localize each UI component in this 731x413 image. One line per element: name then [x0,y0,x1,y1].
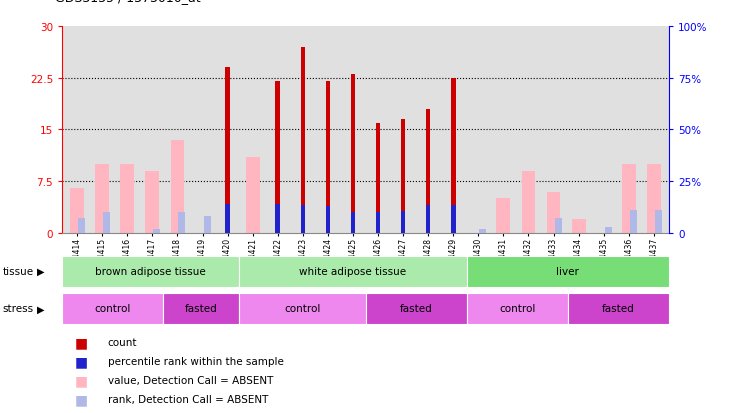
Bar [163,293,239,324]
Bar [121,164,135,233]
Bar [376,123,380,233]
Bar [300,47,305,233]
Text: ■: ■ [75,354,88,368]
Bar [655,211,662,233]
Bar [246,158,260,233]
Bar [203,217,211,233]
Bar [351,213,355,233]
Bar [225,204,230,233]
Text: tissue: tissue [2,266,34,277]
Text: control: control [94,304,131,314]
Bar [178,213,186,233]
Bar [62,256,239,287]
Text: liver: liver [556,266,579,277]
Text: white adipose tissue: white adipose tissue [299,266,406,277]
Bar [522,171,535,233]
Bar [170,140,184,233]
Bar [401,120,406,233]
Text: ■: ■ [75,392,88,406]
Bar [401,211,406,233]
Bar [145,171,159,233]
Bar [547,192,561,233]
Bar [605,227,612,233]
Text: brown adipose tissue: brown adipose tissue [95,266,206,277]
Bar [225,68,230,233]
Text: fasted: fasted [185,304,218,314]
Bar [103,213,110,233]
Bar [239,293,366,324]
Text: percentile rank within the sample: percentile rank within the sample [107,356,284,366]
Bar [622,164,636,233]
Bar [325,206,330,233]
Text: ■: ■ [75,335,88,349]
Bar [351,75,355,233]
Text: GDS3135 / 1373010_at: GDS3135 / 1373010_at [55,0,200,4]
Bar [451,206,455,233]
Bar [70,189,84,233]
Bar [300,206,305,233]
Bar [366,293,466,324]
Bar [466,256,669,287]
Bar [154,229,160,233]
Bar [62,293,163,324]
Text: value, Detection Call = ABSENT: value, Detection Call = ABSENT [107,375,273,385]
Bar [496,199,510,233]
Text: ▶: ▶ [37,304,44,314]
Bar [376,213,380,233]
Text: fasted: fasted [400,304,433,314]
Bar [647,164,661,233]
Text: count: count [107,337,137,347]
Bar [555,219,561,233]
Bar [629,211,637,233]
Text: stress: stress [2,304,34,314]
Bar [568,293,669,324]
Text: ■: ■ [75,373,88,387]
Text: control: control [284,304,320,314]
Text: ▶: ▶ [37,266,44,277]
Bar [466,293,568,324]
Bar [451,78,455,233]
Bar [426,109,431,233]
Bar [95,164,109,233]
Bar [276,204,280,233]
Bar [239,256,466,287]
Text: rank, Detection Call = ABSENT: rank, Detection Call = ABSENT [107,394,268,404]
Bar [572,220,586,233]
Bar [78,219,86,233]
Text: control: control [499,304,535,314]
Bar [276,82,280,233]
Text: fasted: fasted [602,304,635,314]
Bar [426,206,431,233]
Bar [325,82,330,233]
Bar [480,229,486,233]
